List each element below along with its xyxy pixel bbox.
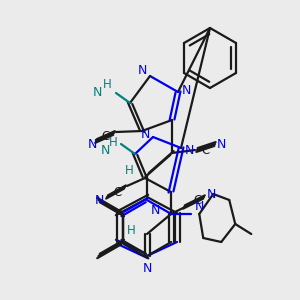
- Text: N: N: [151, 203, 160, 217]
- Text: N: N: [181, 83, 191, 97]
- Text: H: H: [103, 77, 111, 91]
- Text: H: H: [109, 136, 117, 148]
- Text: C: C: [102, 130, 110, 143]
- Text: N: N: [206, 188, 216, 202]
- Text: H: H: [127, 224, 135, 236]
- Text: N: N: [137, 64, 147, 76]
- Text: N: N: [195, 200, 204, 212]
- Text: N: N: [94, 194, 104, 206]
- Text: N: N: [184, 145, 194, 158]
- Text: N: N: [100, 143, 110, 157]
- Text: N: N: [140, 128, 150, 140]
- Text: N: N: [142, 262, 152, 275]
- Text: N: N: [87, 137, 97, 151]
- Text: N: N: [216, 137, 226, 151]
- Text: H: H: [124, 164, 134, 176]
- Text: C: C: [201, 143, 209, 157]
- Text: N: N: [92, 86, 102, 100]
- Text: C: C: [113, 185, 121, 199]
- Text: C: C: [193, 194, 201, 208]
